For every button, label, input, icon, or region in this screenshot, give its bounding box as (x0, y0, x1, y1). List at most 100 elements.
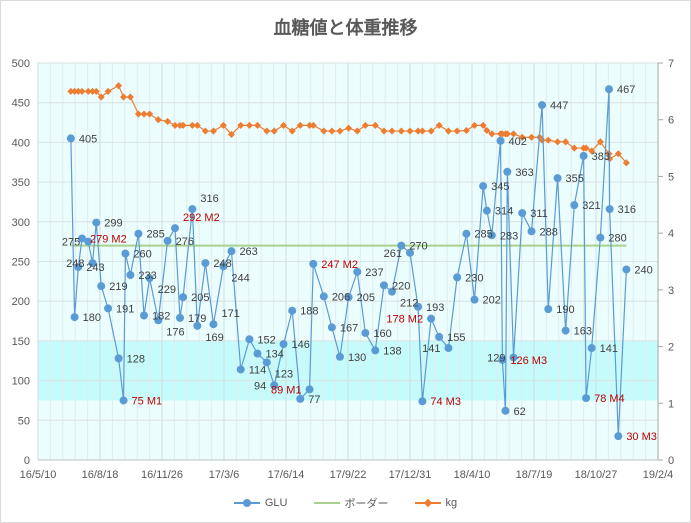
glu-data-label: 314 (495, 206, 513, 218)
glu-data-label: 74 M3 (430, 396, 461, 408)
glu-data-label: 402 (509, 136, 527, 148)
kg-marker (171, 121, 179, 129)
kg-marker (179, 121, 187, 129)
legend-item-glu: GLU (233, 495, 288, 511)
glu-marker (496, 136, 505, 145)
y-left-tick-label: 200 (12, 296, 30, 308)
glu-marker (553, 174, 562, 183)
glu-marker (518, 209, 527, 218)
glu-marker (414, 302, 423, 311)
glu-data-label: 285 (146, 229, 164, 241)
glu-data-label: 138 (383, 345, 401, 357)
glu-data-label: 383 (592, 151, 610, 163)
glu-data-label: 169 (205, 332, 223, 344)
glu-data-label: 280 (608, 233, 626, 245)
kg-marker (562, 138, 570, 146)
glu-marker (74, 263, 83, 272)
kg-marker (288, 127, 296, 135)
glu-data-label: 182 (152, 310, 170, 322)
glu-data-label: 171 (221, 308, 239, 320)
glu-data-label: 288 (540, 226, 558, 238)
y-right-tick-label: 7 (668, 58, 674, 70)
glu-marker (236, 365, 245, 374)
y-left-tick-label: 500 (12, 58, 30, 70)
kg-marker (209, 127, 217, 135)
glu-data-label: 212 (400, 298, 418, 310)
glu-data-label: 321 (582, 200, 600, 212)
kg-marker (245, 121, 253, 129)
glu-marker (92, 218, 101, 227)
glu-marker (188, 205, 197, 214)
glu-data-label: 283 (500, 230, 518, 242)
glu-marker (361, 328, 370, 337)
glu-marker (596, 233, 605, 242)
x-tick-label: 19/2/4 (643, 469, 674, 481)
kg-marker (201, 127, 209, 135)
glu-marker (179, 293, 188, 302)
legend-label: kg (445, 497, 458, 509)
kg-marker (380, 127, 388, 135)
glu-data-label: 248 (66, 258, 84, 270)
kg-marker (503, 130, 511, 138)
glu-marker (114, 354, 123, 363)
kg-marker (237, 121, 245, 129)
kg-marker (336, 127, 344, 135)
kg-marker (470, 121, 479, 129)
glu-data-label: 191 (116, 303, 134, 315)
glu-marker (66, 134, 75, 143)
glu-data-label: 129 (487, 353, 505, 365)
glu-marker (163, 236, 172, 245)
legend-item-border: ボーダー (313, 495, 389, 511)
kg-marker (435, 121, 443, 129)
glu-marker (470, 295, 479, 304)
glu-marker (614, 432, 623, 441)
kg-marker (397, 127, 405, 135)
glu-swatch-icon (233, 498, 260, 508)
glu-data-label: 114 (249, 364, 267, 376)
kg-marker (154, 116, 162, 124)
y-left-tick-label: 50 (18, 415, 30, 427)
glu-data-label: 202 (482, 295, 500, 307)
kg-marker (193, 121, 201, 129)
glu-marker (227, 247, 236, 256)
glu-data-label: 467 (617, 84, 635, 96)
y-left-tick-label: 0 (24, 455, 30, 467)
x-tick-label: 17/9/22 (330, 469, 367, 481)
glu-marker (145, 274, 154, 283)
glu-marker (462, 229, 471, 238)
glu-marker (319, 292, 328, 301)
glu-marker (503, 167, 512, 176)
x-tick-label: 16/11/26 (141, 469, 183, 481)
glu-data-label: 355 (566, 173, 584, 185)
legend-label: GLU (264, 497, 288, 509)
glu-marker (622, 265, 631, 274)
glu-data-label: 243 (86, 262, 104, 274)
kg-marker (126, 93, 134, 101)
glu-data-label: 261 (384, 248, 402, 260)
glu-data-label: 316 (618, 204, 636, 216)
kg-marker (306, 121, 314, 129)
chart-title: 血糖値と体重推移 (273, 18, 418, 39)
glu-data-label: 299 (104, 218, 122, 230)
kg-marker (538, 136, 546, 144)
kg-marker (554, 138, 562, 146)
glu-marker (587, 344, 596, 353)
glu-marker (140, 311, 149, 320)
x-tick-label: 17/3/6 (209, 469, 240, 481)
glu-data-label: 285 (474, 229, 492, 241)
kg-marker (527, 133, 536, 141)
glu-data-label: 188 (300, 306, 318, 318)
glu-data-label: 270 (409, 241, 427, 253)
glu-marker (253, 349, 262, 358)
glu-data-label: 292 M2 (183, 212, 220, 224)
glu-data-label: 126 M3 (510, 355, 547, 367)
kg-marker (74, 87, 82, 95)
glu-data-label: 244 (231, 272, 249, 284)
y-right-tick-label: 2 (668, 342, 674, 354)
x-tick-label: 16/5/10 (20, 469, 57, 481)
glu-data-label: 78 M4 (594, 393, 625, 405)
glu-marker (379, 281, 388, 290)
kg-marker (488, 130, 496, 138)
glu-marker (219, 262, 228, 271)
